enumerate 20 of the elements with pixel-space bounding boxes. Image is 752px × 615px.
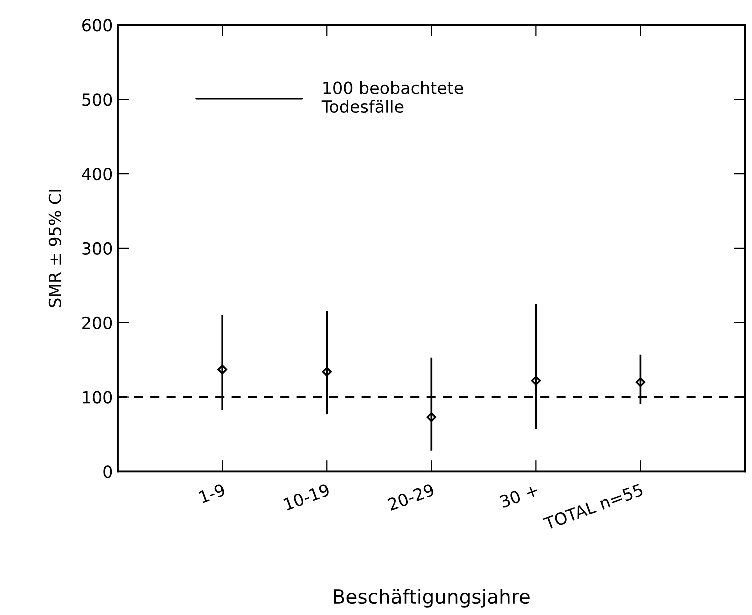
y-tick-label: 100 bbox=[83, 391, 112, 404]
x-tick-label: 20-29 bbox=[387, 483, 435, 512]
y-tick-label: 500 bbox=[82, 94, 112, 106]
annotation: 100 beobachtete Todesfälle bbox=[322, 81, 464, 114]
x-tick-label: 10-19 bbox=[283, 483, 330, 511]
y-tick-label: 400 bbox=[82, 168, 112, 181]
y-axis-title: SMR ± 95% CI bbox=[48, 190, 62, 308]
point bbox=[322, 367, 332, 377]
point bbox=[636, 378, 646, 388]
x-tick-label: TOTAL n=55 bbox=[543, 484, 644, 530]
y-tick-label: 0 bbox=[104, 466, 112, 478]
y-tick-label: 600 bbox=[82, 19, 112, 32]
x-axis-title: Beschäftigungsjahre bbox=[334, 589, 530, 608]
y-tick-label: 200 bbox=[82, 316, 112, 330]
x-tick-label: 1-9 bbox=[198, 483, 226, 504]
point bbox=[218, 364, 228, 375]
point bbox=[426, 412, 436, 422]
y-tick-label: 300 bbox=[82, 242, 112, 256]
point bbox=[531, 376, 542, 386]
x-tick-label: 30 + bbox=[499, 484, 539, 508]
